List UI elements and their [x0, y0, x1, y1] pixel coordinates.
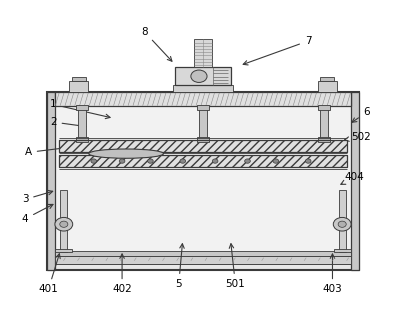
Text: 404: 404: [340, 172, 364, 184]
Text: 401: 401: [38, 254, 60, 294]
Text: 5: 5: [175, 244, 184, 289]
Text: 501: 501: [225, 244, 245, 289]
Bar: [317, 137, 330, 142]
Circle shape: [305, 159, 310, 163]
Bar: [47, 92, 358, 270]
Bar: [196, 137, 209, 142]
Bar: [175, 67, 230, 85]
Text: 403: 403: [322, 254, 341, 294]
Bar: [55, 249, 72, 252]
Bar: [69, 81, 87, 92]
Text: 6: 6: [351, 107, 369, 122]
Circle shape: [212, 159, 217, 163]
Text: 3: 3: [21, 190, 53, 204]
Circle shape: [179, 159, 185, 163]
Text: 2: 2: [50, 117, 85, 128]
Text: 502: 502: [344, 132, 370, 142]
Text: A: A: [25, 144, 79, 157]
Bar: [77, 106, 86, 142]
Bar: [333, 249, 350, 252]
Text: 402: 402: [112, 254, 132, 294]
Bar: [59, 155, 346, 167]
Bar: [55, 98, 350, 264]
Circle shape: [337, 221, 345, 227]
Text: 1: 1: [50, 100, 110, 118]
Text: 8: 8: [141, 27, 171, 61]
Bar: [338, 190, 345, 252]
Bar: [55, 92, 350, 106]
Text: 7: 7: [243, 36, 311, 65]
Bar: [319, 106, 328, 142]
Bar: [55, 256, 350, 264]
Bar: [59, 155, 346, 167]
Bar: [59, 140, 346, 152]
Circle shape: [244, 159, 250, 163]
Bar: [59, 140, 346, 152]
Bar: [71, 77, 85, 81]
Bar: [196, 105, 209, 110]
Circle shape: [119, 159, 125, 163]
Circle shape: [272, 159, 278, 163]
Bar: [318, 81, 336, 92]
Circle shape: [147, 159, 153, 163]
Bar: [172, 85, 233, 92]
Text: 4: 4: [21, 204, 53, 224]
Circle shape: [60, 221, 68, 227]
Bar: [75, 137, 88, 142]
Circle shape: [55, 217, 72, 231]
Bar: [60, 190, 67, 252]
Bar: [198, 106, 207, 142]
Bar: [55, 252, 350, 256]
Bar: [350, 92, 358, 270]
Circle shape: [333, 217, 350, 231]
Ellipse shape: [88, 149, 163, 158]
Bar: [317, 105, 330, 110]
Bar: [320, 77, 334, 81]
Bar: [194, 39, 211, 67]
Circle shape: [190, 70, 207, 82]
Bar: [75, 105, 88, 110]
Bar: [47, 92, 55, 270]
Circle shape: [91, 159, 96, 163]
